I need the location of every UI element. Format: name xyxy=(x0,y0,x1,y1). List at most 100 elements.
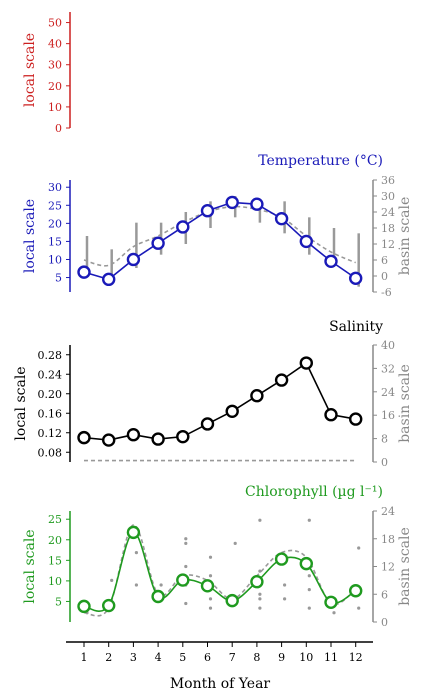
chlorophyll-basin-point xyxy=(159,583,163,587)
chlorophyll-right-tick-label: 6 xyxy=(381,588,388,601)
chlorophyll-basin-point xyxy=(134,551,138,555)
top-left-tick-label: 30 xyxy=(48,59,62,72)
salinity-local-point xyxy=(151,432,165,446)
x-tick-label: 5 xyxy=(179,651,186,664)
salinity-local-point xyxy=(176,429,190,444)
chlorophyll-left-tick-label: 20 xyxy=(48,534,62,547)
temperature-left-tick-label: 25 xyxy=(48,199,62,212)
salinity-local-line xyxy=(83,361,356,441)
chlorophyll-basin-point xyxy=(307,606,311,610)
chlorophyll-right-tick-label: 24 xyxy=(381,505,395,518)
chlorophyll-basin-point xyxy=(208,574,213,578)
chlorophyll-basin-point xyxy=(283,597,287,601)
temperature-right-tick-label: 30 xyxy=(381,190,395,203)
salinity-right-axis-label: basin scale xyxy=(397,364,413,443)
salinity-left-tick-label: 0.08 xyxy=(38,446,63,459)
salinity-local-point xyxy=(101,433,116,447)
chlorophyll-left-tick-label: 5 xyxy=(55,595,62,608)
chlorophyll-basin-point xyxy=(258,592,262,596)
chlorophyll-basin-point xyxy=(307,574,311,578)
temperature-local-line xyxy=(83,201,357,281)
chlorophyll-local-point xyxy=(349,584,363,598)
temperature-local-point xyxy=(176,220,190,234)
temperature-right-tick-label: 12 xyxy=(381,238,395,251)
chlorophyll-left-axis-label: local scale xyxy=(22,529,38,603)
chlorophyll-local-point xyxy=(126,525,141,540)
chlorophyll-basin-point xyxy=(110,578,114,582)
temperature-left-tick-label: 30 xyxy=(48,181,62,194)
salinity-local-point xyxy=(126,428,141,442)
top-left-axis-label: local scale xyxy=(22,33,38,107)
salinity-local-point xyxy=(225,404,239,418)
panel-salinity: 0.08 0.12 0.16 0.20 0.24 0.28 local scale 0 8 16 2… xyxy=(13,319,413,469)
temperature-local-point xyxy=(274,211,289,226)
salinity-left-tick-label: 0.12 xyxy=(38,427,63,440)
chlorophyll-basin-point xyxy=(332,611,336,615)
salinity-local-point xyxy=(349,412,363,426)
chlorophyll-right-tick-label: 12 xyxy=(381,561,395,574)
top-left-tick-label: 20 xyxy=(48,80,62,93)
top-left-tick-label: 40 xyxy=(48,38,62,51)
x-tick-label: 9 xyxy=(278,651,285,664)
chlorophyll-basin-point xyxy=(258,569,262,573)
salinity-left-tick-label: 0.28 xyxy=(38,349,63,362)
top-left-tick-label: 50 xyxy=(48,17,62,30)
temperature-right-tick-label: 18 xyxy=(381,222,395,235)
x-tick-label: 7 xyxy=(229,651,236,664)
temperature-right-tick-label: 36 xyxy=(381,174,395,187)
temperature-title: Temperature (°C) xyxy=(258,153,383,169)
salinity-right-tick-label: 24 xyxy=(381,386,395,399)
temperature-local-point xyxy=(299,234,313,249)
panel-top: 0 10 20 30 40 50 local scale xyxy=(22,12,71,135)
salinity-left-tick-label: 0.24 xyxy=(38,368,63,381)
temperature-right-tick-label: -6 xyxy=(381,286,392,299)
x-tick-label: 1 xyxy=(81,651,88,664)
top-left-tick-label: 0 xyxy=(55,122,62,135)
chlorophyll-basin-point xyxy=(184,537,188,541)
salinity-title: Salinity xyxy=(329,319,383,335)
chlorophyll-basin-point xyxy=(208,606,213,610)
temperature-local-point xyxy=(324,254,338,268)
salinity-left-tick-label: 0.20 xyxy=(38,388,63,401)
x-tick-label: 4 xyxy=(155,651,162,664)
x-tick-label: 2 xyxy=(105,651,112,664)
temperature-local-point xyxy=(101,272,116,287)
temperature-local-point xyxy=(225,195,239,210)
x-axis-label: Month of Year xyxy=(170,676,271,692)
chlorophyll-basin-point xyxy=(258,597,262,601)
chlorophyll-basin-point xyxy=(208,597,213,601)
chlorophyll-basin-point xyxy=(357,546,361,550)
salinity-left-axis-label: local scale xyxy=(13,366,29,440)
temperature-local-point xyxy=(151,236,165,250)
salinity-local-point xyxy=(250,389,264,403)
chlorophyll-local-point xyxy=(151,589,165,604)
chlorophyll-local-point xyxy=(324,595,338,609)
temperature-local-point xyxy=(126,252,141,267)
salinity-local-point xyxy=(324,408,338,422)
temperature-left-axis-label: local scale xyxy=(22,199,38,273)
chlorophyll-right-axis-label: basin scale xyxy=(397,527,413,606)
salinity-right-tick-label: 32 xyxy=(381,362,395,375)
top-left-tick-label: 10 xyxy=(48,101,62,114)
salinity-right-tick-label: 40 xyxy=(381,339,395,352)
temperature-local-point xyxy=(77,265,91,279)
temperature-left-tick-label: 5 xyxy=(55,272,62,285)
chlorophyll-local-point xyxy=(77,599,91,614)
temperature-left-tick-label: 20 xyxy=(48,217,62,230)
temperature-local-point xyxy=(349,271,363,285)
temperature-left-tick-label: 15 xyxy=(48,235,62,248)
chlorophyll-basin-point xyxy=(357,606,361,610)
temperature-local-point xyxy=(200,204,215,218)
temperature-right-tick-label: 24 xyxy=(381,206,395,219)
chlorophyll-basin-point xyxy=(134,583,138,587)
chlorophyll-right-tick-label: 0 xyxy=(381,616,388,629)
chlorophyll-basin-point xyxy=(184,541,188,545)
salinity-local-point xyxy=(299,356,313,370)
temperature-right-tick-label: 0 xyxy=(381,270,388,283)
chlorophyll-local-point xyxy=(101,598,116,613)
salinity-local-point xyxy=(77,430,91,445)
temperature-local-point xyxy=(250,197,264,211)
chlorophyll-basin-point xyxy=(307,518,311,522)
